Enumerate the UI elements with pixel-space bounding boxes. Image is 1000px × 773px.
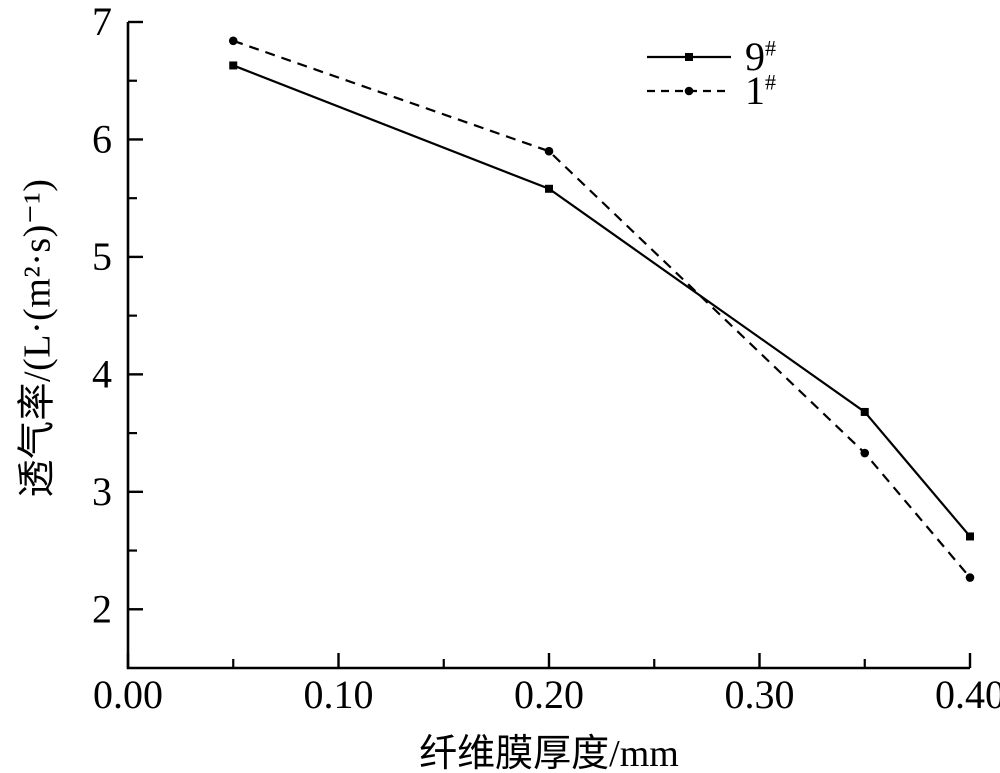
series-1# — [228, 36, 975, 582]
x-axis-title: 纤维膜厚度/mm — [419, 733, 679, 773]
legend-label: 1# — [745, 71, 776, 111]
legend-series-name: 9 — [745, 34, 765, 79]
series-marker-1# — [544, 146, 554, 156]
y-tick-label: 4 — [92, 351, 112, 396]
series-line-9# — [232, 64, 971, 538]
legend-label: 9# — [745, 37, 776, 77]
legend-series-suffix: # — [765, 35, 776, 61]
series-marker-9# — [545, 184, 553, 193]
y-tick-label: 7 — [92, 0, 112, 44]
legend-item-series-9: 9# — [645, 37, 776, 77]
series-line-1# — [232, 39, 971, 579]
series-marker-9# — [966, 532, 974, 541]
y-tick-label: 6 — [92, 116, 112, 161]
series-9# — [229, 61, 974, 541]
y-tick-label: 3 — [92, 469, 112, 514]
y-tick-label: 2 — [92, 586, 112, 631]
legend: 9# 1# — [645, 37, 776, 111]
legend-sample-marker — [684, 86, 694, 96]
legend-series-suffix: # — [765, 69, 776, 95]
legend-line-sample-dashed — [647, 86, 731, 96]
x-tick-label: 0.20 — [514, 672, 584, 717]
legend-item-series-1: 1# — [645, 71, 776, 111]
legend-series-name: 1 — [745, 68, 765, 113]
x-tick-label: 0.10 — [304, 672, 374, 717]
legend-line-sample-solid — [647, 53, 731, 61]
x-tick-label: 0.30 — [725, 672, 795, 717]
x-tick-label: 0.40 — [935, 672, 1000, 717]
axes — [126, 22, 970, 670]
legend-sample-marker — [685, 53, 693, 61]
series-marker-9# — [229, 61, 238, 70]
x-tick-label: 0.00 — [93, 672, 163, 717]
y-axis-title: 透气率/(L·(m²·s)⁻¹) — [16, 178, 59, 498]
series-marker-1# — [228, 36, 238, 46]
y-tick-label: 5 — [92, 234, 112, 279]
series-marker-1# — [965, 573, 975, 582]
series-marker-9# — [860, 407, 869, 416]
series-marker-1# — [860, 448, 870, 458]
